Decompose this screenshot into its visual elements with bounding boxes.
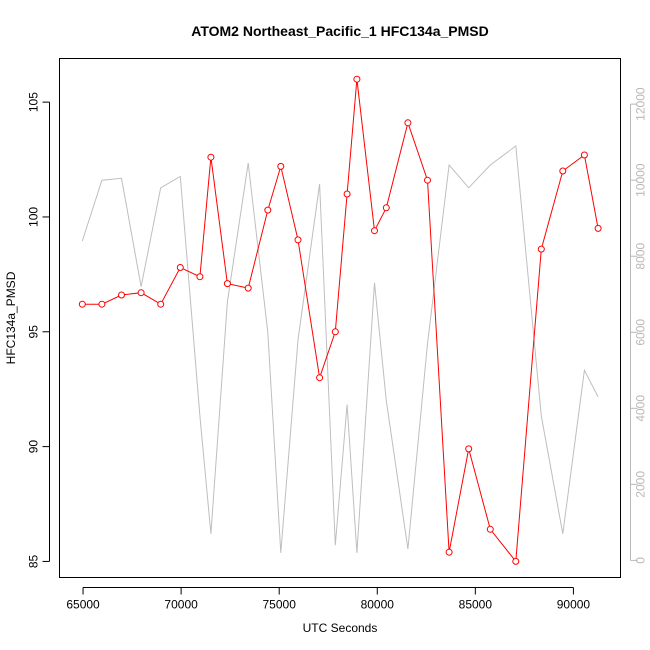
data-point (594, 224, 602, 232)
data-point (343, 190, 351, 198)
data-point (244, 284, 252, 292)
data-point (294, 236, 302, 244)
data-point (382, 204, 390, 212)
data-point (580, 151, 588, 159)
data-point (277, 162, 285, 170)
y-tick-label: 100 (27, 207, 41, 227)
data-point (559, 167, 567, 175)
data-point (512, 557, 520, 565)
x-axis-label: UTC Seconds (303, 621, 378, 635)
data-point (371, 227, 378, 235)
chart-title: ATOM2 Northeast_Pacific_1 HFC134a_PMSD (191, 23, 488, 39)
y-tick-label: 105 (27, 92, 41, 112)
data-point (353, 75, 361, 83)
data-point (331, 328, 339, 336)
data-point (424, 176, 431, 184)
y2-tick-label: 10000 (634, 163, 648, 197)
data-point (264, 206, 272, 214)
x-tick-label: 80000 (361, 598, 395, 612)
data-point (445, 548, 453, 556)
y2-tick-label: 0 (634, 557, 648, 564)
plot-frame (59, 58, 621, 578)
x-tick-label: 75000 (263, 598, 297, 612)
y2-tick-label: 6000 (634, 319, 648, 346)
y-tick-label: 95 (27, 325, 41, 339)
series-line-right (81, 145, 599, 553)
series-layer (78, 75, 602, 565)
data-point (223, 280, 231, 288)
x-tick-label: 70000 (164, 598, 198, 612)
y2-tick-label: 4000 (634, 395, 648, 422)
y2-tick-label: 2000 (634, 471, 648, 498)
data-point (118, 291, 125, 299)
y-tick-label: 90 (27, 440, 41, 454)
data-point (98, 300, 106, 308)
y2-tick-label: 8000 (634, 243, 648, 270)
x-tick-label: 85000 (459, 598, 493, 612)
data-point (196, 273, 204, 281)
y-tick-label: 85 (27, 554, 41, 568)
y-axis-label: HFC134a_PMSD (4, 271, 18, 364)
data-point (137, 289, 145, 297)
data-point (78, 300, 86, 308)
data-point (465, 445, 473, 453)
x-tick-label: 65000 (66, 598, 100, 612)
data-point (207, 153, 215, 161)
x-tick-label: 90000 (557, 598, 591, 612)
data-point (537, 245, 545, 253)
data-point (486, 525, 494, 533)
data-point (176, 264, 184, 271)
data-point (404, 119, 412, 127)
data-point (316, 374, 324, 382)
data-point (157, 300, 165, 308)
axes-layer: 65000 70000 75000 80000 85000 900008590951001… (27, 87, 648, 611)
y2-tick-label: 12000 (634, 87, 648, 121)
